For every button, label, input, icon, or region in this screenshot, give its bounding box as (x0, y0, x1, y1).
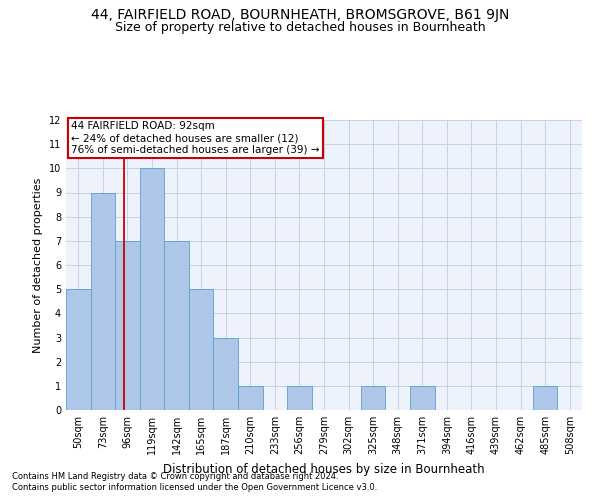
Bar (140, 168, 164, 410)
Bar (189, 289, 214, 410)
Bar (287, 386, 312, 410)
Bar (164, 241, 189, 410)
Text: 44 FAIRFIELD ROAD: 92sqm
← 24% of detached houses are smaller (12)
76% of semi-d: 44 FAIRFIELD ROAD: 92sqm ← 24% of detach… (71, 122, 320, 154)
Text: Contains HM Land Registry data © Crown copyright and database right 2024.: Contains HM Land Registry data © Crown c… (12, 472, 338, 481)
Bar (410, 386, 434, 410)
Bar (533, 386, 557, 410)
Bar (91, 192, 115, 410)
X-axis label: Distribution of detached houses by size in Bournheath: Distribution of detached houses by size … (163, 462, 485, 475)
Bar (115, 241, 140, 410)
Bar (361, 386, 385, 410)
Bar (238, 386, 263, 410)
Text: Contains public sector information licensed under the Open Government Licence v3: Contains public sector information licen… (12, 484, 377, 492)
Text: 44, FAIRFIELD ROAD, BOURNHEATH, BROMSGROVE, B61 9JN: 44, FAIRFIELD ROAD, BOURNHEATH, BROMSGRO… (91, 8, 509, 22)
Y-axis label: Number of detached properties: Number of detached properties (33, 178, 43, 352)
Text: Size of property relative to detached houses in Bournheath: Size of property relative to detached ho… (115, 21, 485, 34)
Bar (66, 289, 91, 410)
Bar (214, 338, 238, 410)
